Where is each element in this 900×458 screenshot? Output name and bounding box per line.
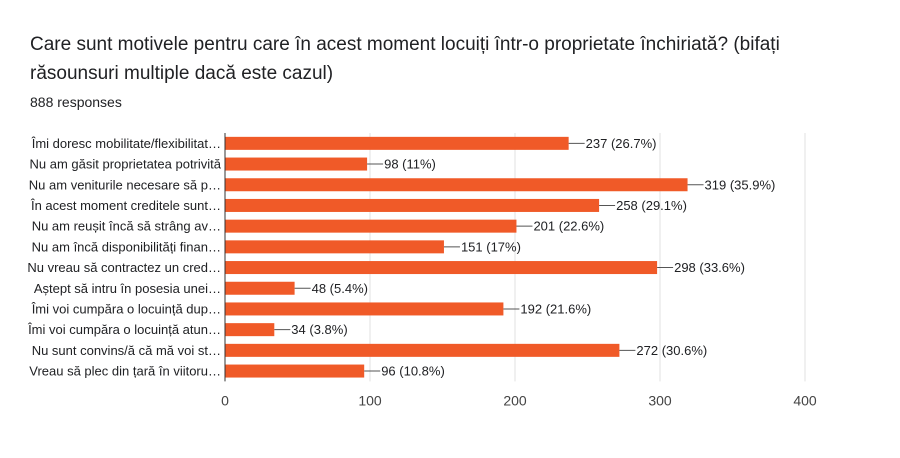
category-label: Nu am reușit încă să strâng av… <box>32 219 221 234</box>
category-label: Nu am veniturile necesare să p… <box>29 177 221 192</box>
bar <box>225 364 365 378</box>
bar-value-label: 272 (30.6%) <box>636 343 707 358</box>
bar <box>225 281 295 295</box>
x-tick-label: 300 <box>648 392 672 408</box>
category-label: Vreau să plec din țară în viitoru… <box>29 364 221 379</box>
category-label: Nu am încă disponibilități finan… <box>32 239 221 254</box>
bar-value-label: 48 (5.4%) <box>312 281 368 296</box>
category-label: Îmi doresc mobilitate/flexibilitat… <box>31 136 221 151</box>
bar-value-label: 298 (33.6%) <box>674 260 745 275</box>
bar-value-label: 192 (21.6%) <box>520 301 591 316</box>
category-label: Îmi voi cumpăra o locuință atun… <box>27 322 221 337</box>
bar <box>225 240 444 254</box>
category-label: Aștept să intru în posesia unei… <box>34 281 221 296</box>
bar-value-label: 98 (11%) <box>384 157 436 172</box>
bar <box>225 178 688 192</box>
bar <box>225 302 504 316</box>
bar-value-label: 201 (22.6%) <box>533 219 604 234</box>
bar-value-label: 237 (26.7%) <box>586 136 657 151</box>
category-label: Nu sunt convins/ă că mă voi st… <box>32 343 221 358</box>
chart-header: Care sunt motivele pentru care în acest … <box>30 30 870 110</box>
x-tick-label: 0 <box>221 392 229 408</box>
x-tick-label: 100 <box>358 392 382 408</box>
bar-value-label: 258 (29.1%) <box>616 198 687 213</box>
category-label: Nu am găsit proprietatea potrivită <box>30 157 222 172</box>
x-tick-label: 200 <box>503 392 527 408</box>
bar <box>225 157 368 171</box>
bar-value-label: 151 (17%) <box>461 239 521 254</box>
bar <box>225 323 275 337</box>
response-count: 888 responses <box>30 94 122 110</box>
x-tick-label: 400 <box>793 392 817 408</box>
bar-value-label: 34 (3.8%) <box>291 322 347 337</box>
bar <box>225 136 569 150</box>
category-label: În acest moment creditele sunt… <box>30 198 221 213</box>
category-label: Nu vreau să contractez un cred… <box>27 260 221 275</box>
chart-title: Care sunt motivele pentru care în acest … <box>30 34 780 84</box>
bar-value-label: 96 (10.8%) <box>381 364 445 379</box>
bar <box>225 343 620 357</box>
bar <box>225 261 658 275</box>
bar-value-label: 319 (35.9%) <box>705 177 776 192</box>
category-label: Îmi voi cumpăra o locuință dup… <box>31 301 221 316</box>
bar <box>225 219 517 233</box>
bar <box>225 198 600 212</box>
